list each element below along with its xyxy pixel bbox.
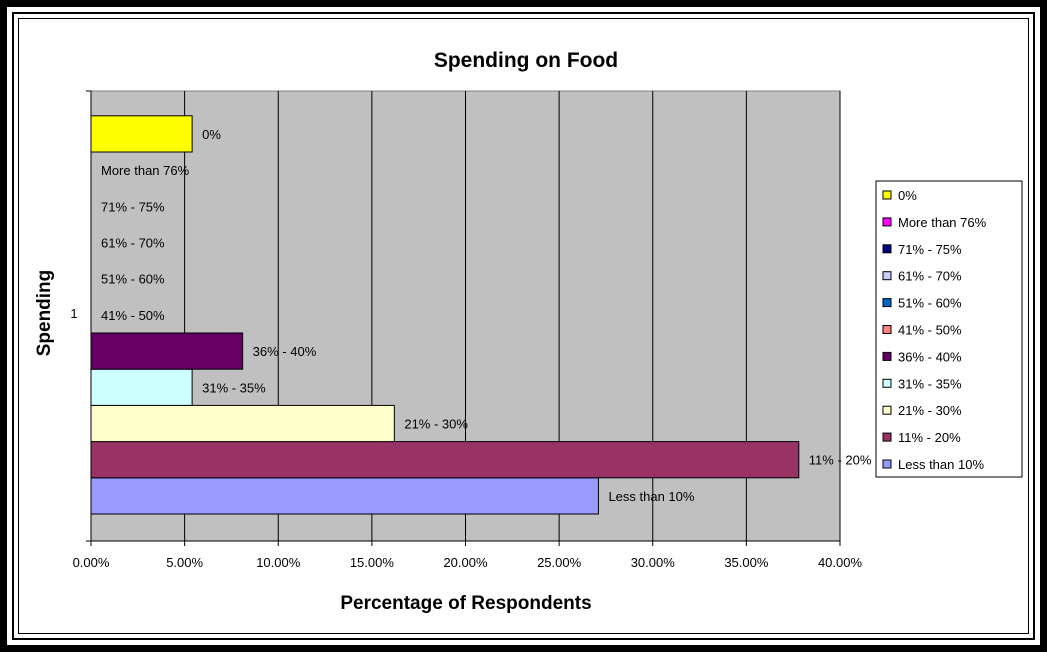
legend-label: 11% - 20% [898, 430, 961, 445]
bar-31-35 [90, 368, 193, 406]
data-label: 36% - 40% [253, 344, 317, 359]
legend-swatch [882, 217, 892, 227]
legend-label: 61% - 70% [898, 269, 962, 284]
bar-36-40 [90, 332, 244, 370]
legend-label: 21% - 30% [898, 403, 962, 418]
legend-swatch [882, 351, 892, 361]
legend-label: 71% - 75% [898, 242, 962, 257]
legend-box [875, 180, 1023, 478]
bar-0 [90, 115, 193, 153]
legend-label: 0% [898, 188, 917, 203]
axes: 0.00% 5.00% 10.00% 15.00% 20.00% 25.00% 30.00%… [73, 90, 863, 570]
data-label: Less than 10% [608, 489, 694, 504]
legend-label: 36% - 40% [898, 349, 962, 364]
y-category-label: 1 [70, 306, 77, 321]
legend-label: More than 76% [898, 215, 987, 230]
x-tick-label: 20.00% [443, 555, 488, 570]
legend-label: 31% - 35% [898, 376, 962, 391]
chart-title: Spending on Food [434, 49, 618, 72]
chart-area-border [18, 18, 1029, 634]
legend-label: 51% - 60% [898, 296, 962, 311]
x-tick-label: 35.00% [724, 555, 769, 570]
bar-11-20 [90, 441, 800, 479]
data-label: 71% - 75% [101, 199, 165, 214]
legend-label: Less than 10% [898, 457, 984, 472]
x-tick-label: 25.00% [537, 555, 582, 570]
legend-swatch [882, 432, 892, 442]
data-label: 0% [202, 127, 221, 142]
data-label: 61% - 70% [101, 236, 165, 251]
x-tick-label: 0.00% [73, 555, 110, 570]
legend-swatch [882, 405, 892, 415]
data-label: 51% - 60% [101, 272, 165, 287]
x-axis-title: Percentage of Respondents [340, 593, 591, 614]
x-tick-label: 40.00% [818, 555, 863, 570]
x-tick-label: 30.00% [631, 555, 676, 570]
data-labels: Less than 10% 11% - 20% 21% - 30% 31% - 35%… [101, 127, 872, 504]
x-tick-label: 15.00% [350, 555, 395, 570]
data-label: 31% - 35% [202, 380, 266, 395]
y-axis-title: Spending [34, 270, 55, 357]
data-label: 41% - 50% [101, 308, 165, 323]
legend-swatch [882, 271, 892, 281]
data-label: 11% - 20% [809, 453, 872, 468]
bar-less-than-10 [90, 477, 599, 515]
x-tick-label: 5.00% [166, 555, 203, 570]
legend-swatch [882, 325, 892, 334]
legend-swatch [882, 459, 892, 469]
legend-swatch [882, 244, 892, 254]
legend-swatch [882, 190, 892, 200]
data-label: More than 76% [101, 163, 190, 178]
legend-swatch [882, 298, 892, 308]
data-label: 21% - 30% [404, 417, 468, 432]
legend: 0% More than 76% 71% - 75% 61% - 70% 51% - 6… [875, 180, 1023, 478]
x-tick-label: 10.00% [256, 555, 301, 570]
bar-21-30 [90, 404, 395, 443]
legend-label: 41% - 50% [898, 323, 962, 338]
bars [90, 115, 800, 515]
legend-swatch [882, 378, 892, 388]
